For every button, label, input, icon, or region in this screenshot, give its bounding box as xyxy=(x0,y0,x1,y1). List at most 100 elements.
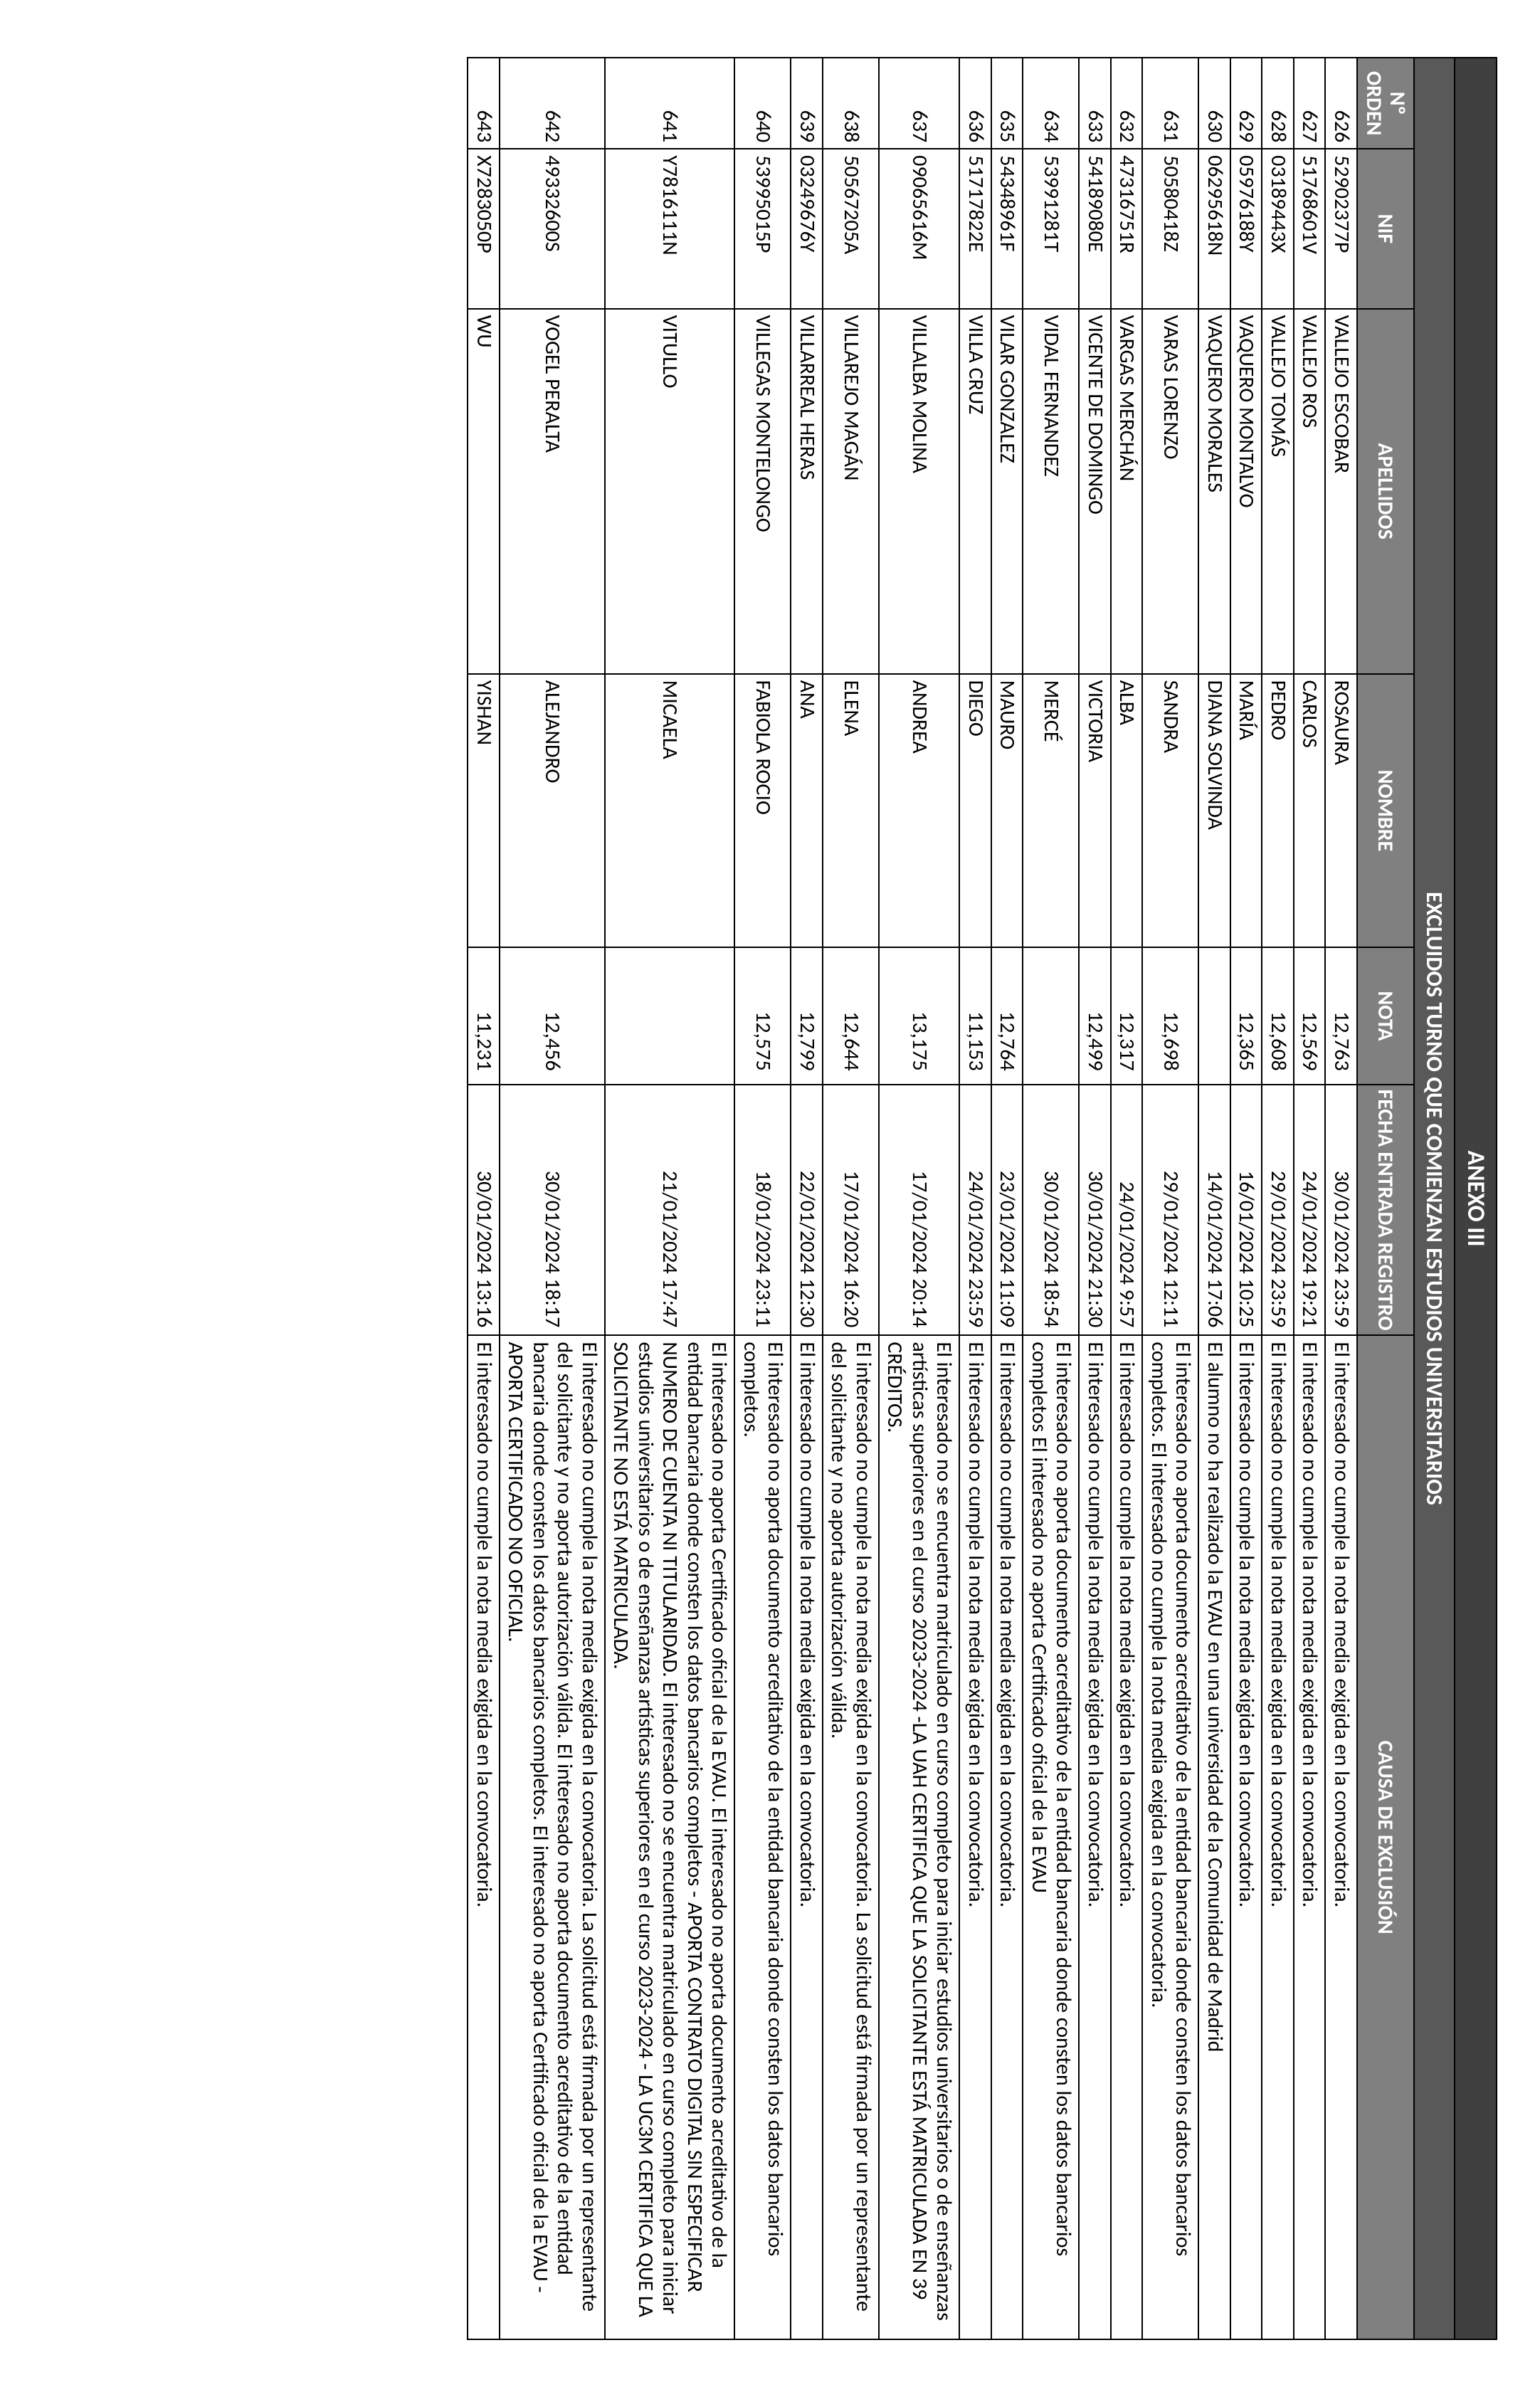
cell-nota: 12,698 xyxy=(1143,947,1199,1084)
table-body: 62652902377PVALLEJO ESCOBARROSAURA12,763… xyxy=(468,58,1358,2339)
cell-nif: 53991281T xyxy=(1023,149,1080,308)
cell-nota: 11,153 xyxy=(960,947,992,1084)
cell-nombre: ANDREA xyxy=(879,674,960,948)
cell-nombre: ELENA xyxy=(823,674,879,948)
cell-orden: 635 xyxy=(991,58,1023,149)
cell-nombre: MICAELA xyxy=(605,674,735,948)
cell-nota xyxy=(1199,947,1231,1084)
cell-nota: 12,763 xyxy=(1326,947,1358,1084)
cell-orden: 643 xyxy=(468,58,500,149)
cell-nif: 09065616M xyxy=(879,149,960,308)
cell-orden: 638 xyxy=(823,58,879,149)
cell-apellidos: VILLARREAL HERAS xyxy=(791,309,823,674)
table-row: 62905976188YVAQUERO MONTALVOMARÍA12,3651… xyxy=(1230,58,1262,2339)
cell-nota: 12,644 xyxy=(823,947,879,1084)
cell-causa: El interesado no cumple la nota media ex… xyxy=(1262,1335,1294,2339)
cell-causa: El interesado no cumple la nota media ex… xyxy=(991,1335,1023,2339)
cell-fecha: 17/01/2024 20:14 xyxy=(879,1085,960,1336)
col-causa: CAUSA DE EXCLUSIÓN xyxy=(1357,1335,1414,2339)
table-row: 63354189080EVICENTE DE DOMINGOVICTORIA12… xyxy=(1080,58,1112,2339)
cell-orden: 639 xyxy=(791,58,823,149)
cell-apellidos: VARGAS MERCHÁN xyxy=(1111,309,1143,674)
col-apellidos: APELLIDOS xyxy=(1357,309,1414,674)
cell-nif: 05976188Y xyxy=(1230,149,1262,308)
cell-orden: 627 xyxy=(1294,58,1326,149)
cell-nota: 11,231 xyxy=(468,947,500,1084)
cell-nota: 12,575 xyxy=(735,947,791,1084)
title-row: ANEXO III xyxy=(1455,58,1497,2339)
cell-apellidos: VAQUERO MONTALVO xyxy=(1230,309,1262,674)
table-row: 63006295618NVAQUERO MORALESDIANA SOLVIND… xyxy=(1199,58,1231,2339)
table-row: 63150580418ZVARAS LORENZOSANDRA12,69829/… xyxy=(1143,58,1199,2339)
cell-nota: 12,317 xyxy=(1111,947,1143,1084)
cell-causa: El alumno no ha realizado la EVAU en una… xyxy=(1199,1335,1231,2339)
cell-nota xyxy=(605,947,735,1084)
table-row: 62652902377PVALLEJO ESCOBARROSAURA12,763… xyxy=(1326,58,1358,2339)
table-row: 64053995015PVILLEGAS MONTELONGOFABIOLA R… xyxy=(735,58,791,2339)
cell-nif: 03249676Y xyxy=(791,149,823,308)
cell-fecha: 22/01/2024 12:30 xyxy=(791,1085,823,1336)
cell-nombre: DIANA SOLVINDA xyxy=(1199,674,1231,948)
cell-orden: 632 xyxy=(1111,58,1143,149)
subtitle-row: EXCLUIDOS TURNO QUE COMIENZAN ESTUDIOS U… xyxy=(1414,58,1455,2339)
cell-nombre: ROSAURA xyxy=(1326,674,1358,948)
subtitle-cell: EXCLUIDOS TURNO QUE COMIENZAN ESTUDIOS U… xyxy=(1414,58,1455,2339)
cell-nif: X7283050P xyxy=(468,149,500,308)
cell-orden: 642 xyxy=(500,58,605,149)
landscape-content: ANEXO III EXCLUIDOS TURNO QUE COMIENZAN … xyxy=(0,0,1540,2397)
cell-nombre: MAURO xyxy=(991,674,1023,948)
table-row: 63247316751RVARGAS MERCHÁNALBA12,31724/0… xyxy=(1111,58,1143,2339)
cell-nombre: DIEGO xyxy=(960,674,992,948)
cell-apellidos: VOGEL PERALTA xyxy=(500,309,605,674)
cell-nombre: ALEJANDRO xyxy=(500,674,605,948)
cell-causa: El interesado no cumple la nota media ex… xyxy=(500,1335,605,2339)
cell-apellidos: VICENTE DE DOMINGO xyxy=(1080,309,1112,674)
col-fecha: FECHA ENTRADA REGISTRO xyxy=(1357,1085,1414,1336)
cell-orden: 636 xyxy=(960,58,992,149)
title-cell: ANEXO III xyxy=(1455,58,1497,2339)
cell-apellidos: VALLEJO TOMÁS xyxy=(1262,309,1294,674)
cell-causa: El interesado no aporta Certificado ofic… xyxy=(605,1335,735,2339)
cell-fecha: 30/01/2024 18:17 xyxy=(500,1085,605,1336)
cell-fecha: 30/01/2024 13:16 xyxy=(468,1085,500,1336)
cell-fecha: 30/01/2024 18:54 xyxy=(1023,1085,1080,1336)
table-row: 63453991281TVIDAL FERNANDEZMERCÉ30/01/20… xyxy=(1023,58,1080,2339)
cell-apellidos: VARAS LORENZO xyxy=(1143,309,1199,674)
cell-fecha: 14/01/2024 17:06 xyxy=(1199,1085,1231,1336)
cell-nif: 54348961F xyxy=(991,149,1023,308)
cell-nota: 12,764 xyxy=(991,947,1023,1084)
cell-fecha: 30/01/2024 23:59 xyxy=(1326,1085,1358,1336)
cell-nombre: VICTORIA xyxy=(1080,674,1112,948)
cell-nif: 50567205A xyxy=(823,149,879,308)
cell-nif: 47316751R xyxy=(1111,149,1143,308)
cell-nota: 12,608 xyxy=(1262,947,1294,1084)
page: ANEXO III EXCLUIDOS TURNO QUE COMIENZAN … xyxy=(0,0,1540,2397)
cell-causa: El interesado no cumple la nota media ex… xyxy=(1230,1335,1262,2339)
cell-fecha: 16/01/2024 10:25 xyxy=(1230,1085,1262,1336)
cell-apellidos: VILLALBA MOLINA xyxy=(879,309,960,674)
cell-fecha: 30/01/2024 21:30 xyxy=(1080,1085,1112,1336)
cell-apellidos: VILLA CRUZ xyxy=(960,309,992,674)
table-row: 641Y7816111NVITULLOMICAELA21/01/2024 17:… xyxy=(605,58,735,2339)
cell-nota: 12,365 xyxy=(1230,947,1262,1084)
cell-causa: El interesado no cumple la nota media ex… xyxy=(1080,1335,1112,2339)
cell-nif: 06295618N xyxy=(1199,149,1231,308)
cell-nif: 52902377P xyxy=(1326,149,1358,308)
cell-nota xyxy=(1023,947,1080,1084)
cell-fecha: 29/01/2024 12:11 xyxy=(1143,1085,1199,1336)
table-row: 64249332600SVOGEL PERALTAALEJANDRO12,456… xyxy=(500,58,605,2339)
cell-apellidos: VILAR GONZALEZ xyxy=(991,309,1023,674)
cell-nif: 51768601V xyxy=(1294,149,1326,308)
col-nombre: NOMBRE xyxy=(1357,674,1414,948)
cell-apellidos: VIDAL FERNANDEZ xyxy=(1023,309,1080,674)
cell-fecha: 24/01/2024 19:21 xyxy=(1294,1085,1326,1336)
cell-nif: Y7816111N xyxy=(605,149,735,308)
cell-causa: El interesado no cumple la nota media ex… xyxy=(823,1335,879,2339)
cell-fecha: 24/01/2024 9:57 xyxy=(1111,1085,1143,1336)
cell-nombre: PEDRO xyxy=(1262,674,1294,948)
cell-nota: 13,175 xyxy=(879,947,960,1084)
cell-nombre: CARLOS xyxy=(1294,674,1326,948)
cell-orden: 633 xyxy=(1080,58,1112,149)
col-orden: Nº ORDEN xyxy=(1357,58,1414,149)
cell-causa: El interesado no cumple la nota media ex… xyxy=(468,1335,500,2339)
